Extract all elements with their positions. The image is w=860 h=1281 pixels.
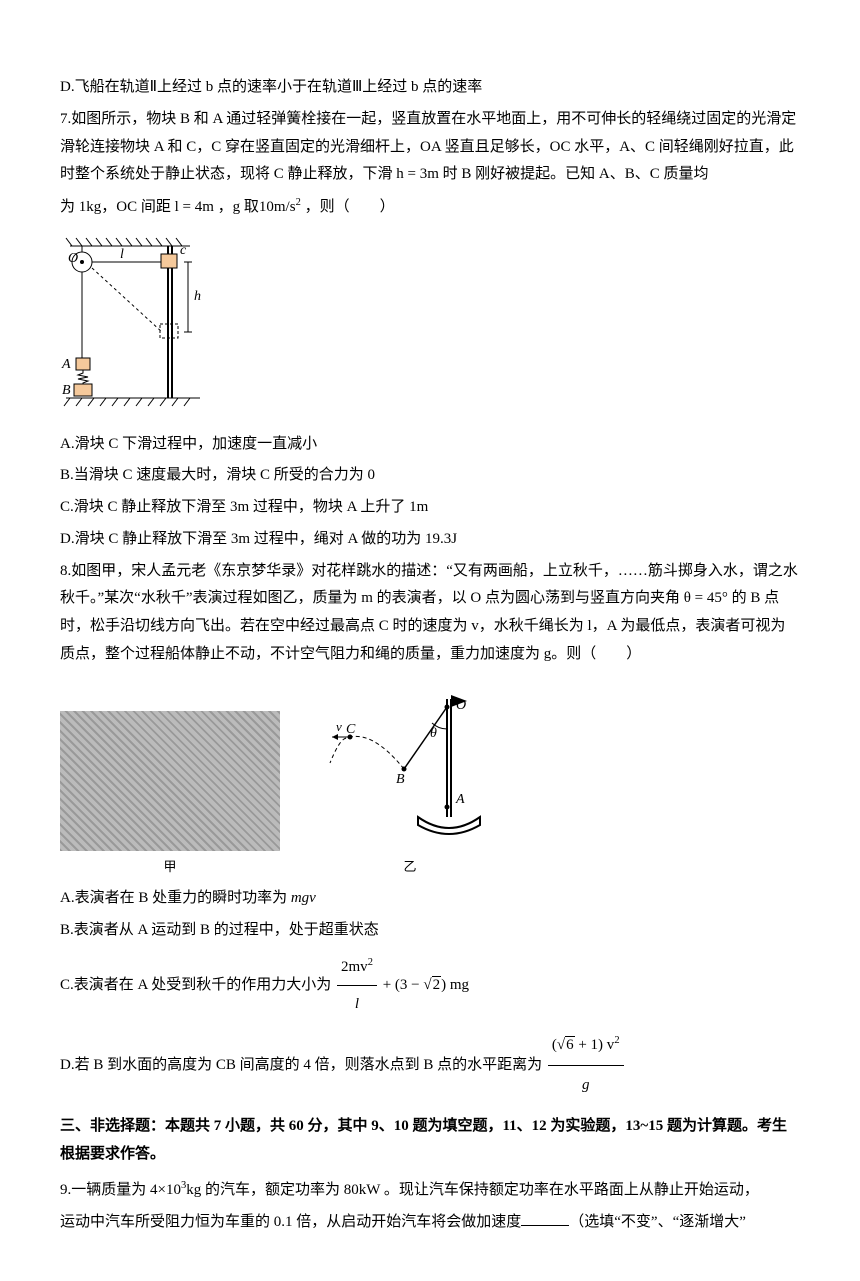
svg-text:θ: θ bbox=[430, 726, 437, 741]
q8-fig-yi-wrap: O θ C v B A 乙 bbox=[320, 679, 500, 880]
svg-text:O: O bbox=[456, 698, 466, 713]
svg-text:A: A bbox=[455, 792, 465, 807]
q8-caption-yi: 乙 bbox=[320, 855, 500, 879]
label-O: O bbox=[68, 251, 78, 266]
q7-option-b: B.当滑块 C 速度最大时，滑块 C 所受的合力为 0 bbox=[60, 462, 800, 490]
q8-fig-jia-wrap: 甲 bbox=[60, 711, 280, 879]
q8-figures: 甲 bbox=[60, 679, 800, 880]
q8-caption-jia: 甲 bbox=[60, 855, 280, 879]
q7-stem-line2: 为 1kg，OC 间距 l = 4m ，g 取10m/s2 ，则（ ） bbox=[60, 193, 800, 222]
label-h: h bbox=[194, 289, 201, 304]
label-c: c bbox=[180, 243, 187, 258]
svg-text:v: v bbox=[336, 719, 342, 734]
q9-line2: 运动中汽车所受阻力恒为车重的 0.1 倍，从启动开始汽车将会做加速度（选填“不变… bbox=[60, 1209, 800, 1237]
q8-fig-yi: O θ C v B A bbox=[320, 679, 500, 841]
q7-option-a: A.滑块 C 下滑过程中，加速度一直减小 bbox=[60, 431, 800, 459]
label-l: l bbox=[120, 247, 124, 262]
q7-option-d: D.滑块 C 静止释放下滑至 3m 过程中，绳对 A 做的功为 19.3J bbox=[60, 526, 800, 554]
label-A: A bbox=[61, 357, 71, 372]
q8-option-b: B.表演者从 A 运动到 B 的过程中，处于超重状态 bbox=[60, 917, 800, 945]
q8-option-d: D.若 B 到水面的高度为 CB 间高度的 4 倍，则落水点到 B 点的水平距离… bbox=[60, 1026, 800, 1105]
q7-option-c: C.滑块 C 静止释放下滑至 3m 过程中，物块 A 上升了 1m bbox=[60, 494, 800, 522]
q7-svg: O l c h A B bbox=[60, 232, 220, 410]
svg-text:C: C bbox=[346, 722, 356, 737]
svg-text:B: B bbox=[396, 772, 405, 787]
q6-option-d: D.飞船在轨道Ⅱ上经过 b 点的速率小于在轨道Ⅲ上经过 b 点的速率 bbox=[60, 74, 800, 102]
q7-figure: O l c h A B bbox=[60, 232, 800, 421]
q7-stem-line1: 7.如图所示，物块 B 和 A 通过轻弹簧栓接在一起，竖直放置在水平地面上，用不… bbox=[60, 106, 800, 189]
label-B: B bbox=[62, 383, 71, 398]
q9-blank[interactable] bbox=[521, 1225, 569, 1226]
q8-option-a: A.表演者在 B 处重力的瞬时功率为 mgv bbox=[60, 885, 800, 913]
section3-title: 三、非选择题：本题共 7 小题，共 60 分，其中 9、10 题为填空题，11、… bbox=[60, 1113, 800, 1169]
q8-stem: 8.如图甲，宋人孟元老《东京梦华录》对花样跳水的描述：“又有两画船，上立秋千，…… bbox=[60, 558, 800, 669]
q8-fig-jia bbox=[60, 711, 280, 851]
q8-option-c: C.表演者在 A 处受到秋千的作用力大小为 2mv2 l + (3 − √2) … bbox=[60, 949, 800, 1022]
q9-line1: 9.一辆质量为 4×103kg 的汽车，额定功率为 80kW 。现让汽车保持额定… bbox=[60, 1176, 800, 1205]
